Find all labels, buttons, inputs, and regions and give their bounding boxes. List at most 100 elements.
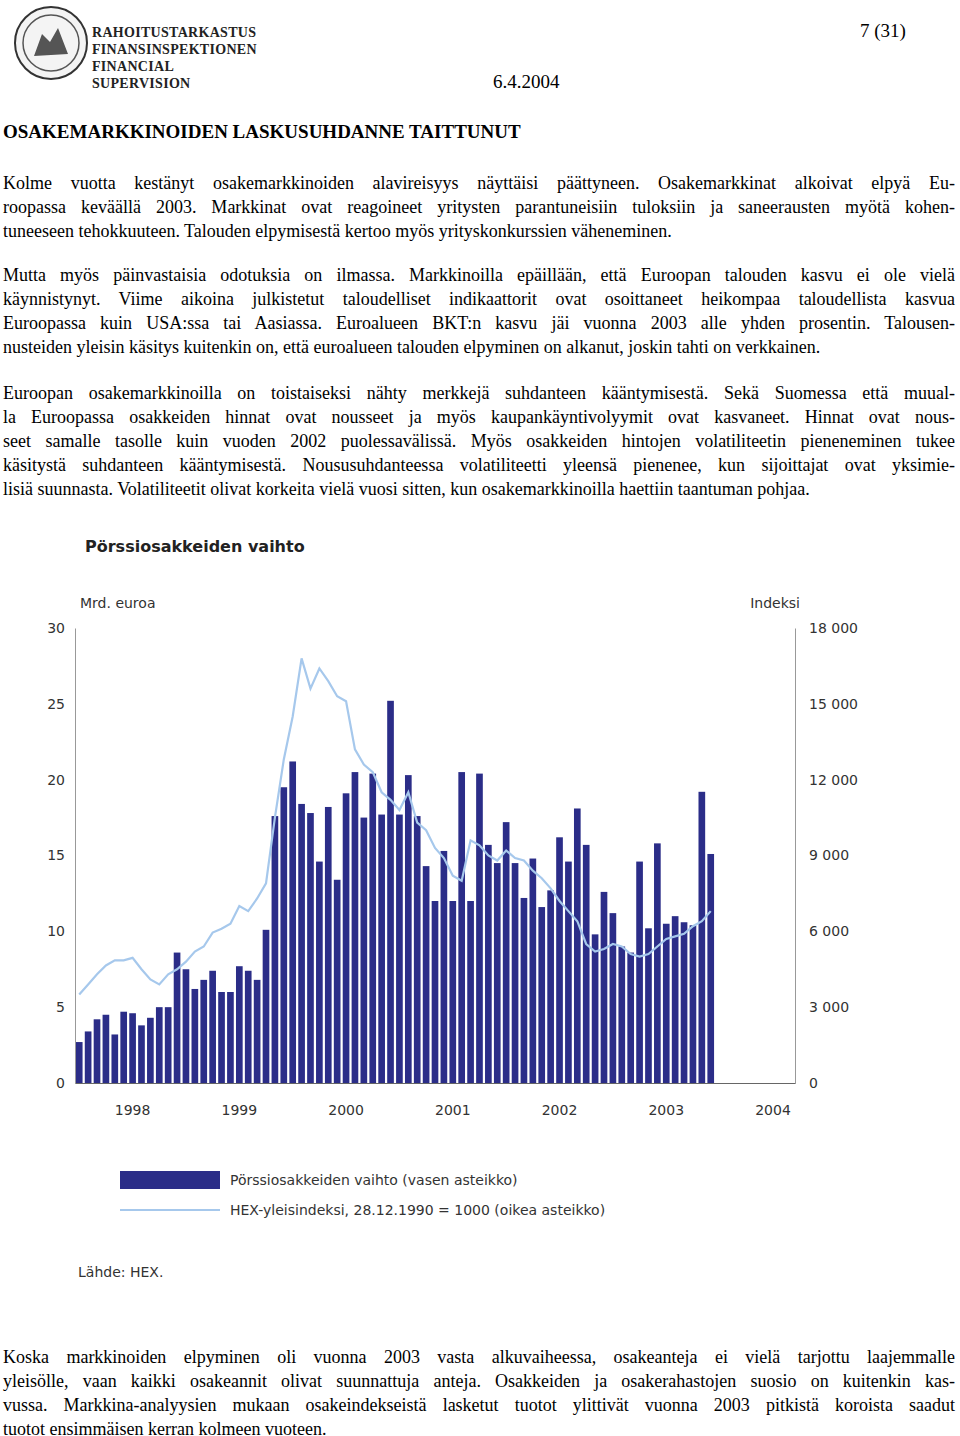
bar [352,772,359,1083]
tick-label: 9 000 [809,847,849,863]
tick-label: 2002 [542,1102,578,1118]
bar [467,901,474,1083]
bar [272,816,279,1083]
bar [120,1012,127,1083]
text-line: seet samalle tasolle kuin vuoden 2002 pu… [3,429,955,453]
tick: 15 [47,847,75,863]
text-line: yleisölle, vaan kaikki osakeannit olivat… [3,1369,955,1393]
bar [369,774,376,1083]
tick: 18 000 [795,620,858,636]
bar [316,862,323,1083]
tick-label: 12 000 [809,772,858,788]
tick: 10 [47,923,75,939]
emblem-ring [15,7,87,79]
bar [663,924,670,1083]
y2-axis: 03 0006 0009 00012 00015 00018 000 [795,620,858,1091]
text-line: Euroopan osakemarkkinoilla on toistaisek… [3,381,955,405]
bar [414,816,421,1083]
tick: 30 [47,620,75,636]
paragraph: Euroopan osakemarkkinoilla on toistaisek… [3,381,955,501]
tick: 5 [56,999,75,1015]
bar [298,804,305,1083]
tick: 9 000 [795,847,849,863]
tick-label: 10 [47,923,65,939]
bar [361,818,368,1083]
logo-text: RAHOITUSTARKASTUS [92,24,272,41]
date: 6.4.2004 [493,71,560,93]
bar [654,843,661,1083]
bar [343,793,350,1083]
bar [209,971,216,1083]
bar [698,792,705,1083]
text-line: Koska markkinoiden elpyminen oli vuonna … [3,1345,955,1369]
tick-label: 30 [47,620,65,636]
bar-series [76,701,714,1083]
text-line: käynnistynyt. Viime aikoina julkistetut … [3,287,955,311]
tick-label: 1998 [115,1102,151,1118]
bar [254,980,261,1083]
logo-text-block: RAHOITUSTARKASTUSFINANSINSPEKTIONENFINAN… [92,24,272,92]
bar [165,1007,172,1083]
tick: 2002 [542,1083,578,1118]
bar [565,862,572,1083]
tick: 0 [56,1075,75,1091]
bar [538,907,545,1083]
bar [289,761,296,1083]
bar [592,934,599,1083]
bar [245,971,252,1083]
bar [111,1034,118,1083]
bar [547,890,554,1083]
bar [690,925,697,1083]
plot-marks [76,658,714,1083]
bar [218,992,225,1083]
tick-label: 0 [809,1075,818,1091]
bar [458,772,465,1083]
x-axis: 1998199920002001200220032004 [76,1083,796,1118]
bar [494,863,501,1083]
text-line: roopassa keväällä 2003. Markkinat ovat r… [3,195,955,219]
y-axis-title: Mrd. euroa [80,595,155,611]
bar [636,862,643,1083]
bar [85,1031,92,1083]
legend-swatch [120,1171,220,1189]
bar [423,866,430,1083]
bar [174,953,181,1083]
bar [334,880,341,1083]
logo-emblem [12,4,90,82]
bar [103,1015,110,1083]
bar [707,854,714,1083]
logo-text: FINANSINSPEKTIONEN [92,41,272,58]
bar [325,807,332,1083]
text-line: Mutta myös päinvastaisia odotuksia on il… [3,263,955,287]
tick-label: 0 [56,1075,65,1091]
bar [138,1025,145,1083]
axis-line [795,629,796,1084]
tick: 3 000 [795,999,849,1015]
text-line: käsitystä suhdanteen kääntymisestä. Nous… [3,453,955,477]
bar [521,898,528,1083]
y-axis: 051015202530 [47,620,75,1091]
tick-label: 15 [47,847,65,863]
bar [129,1013,136,1083]
text-line: nusteiden yleisin käsitys kuitenkin on, … [3,335,955,359]
bar [378,815,385,1083]
y2-axis-title: Indeksi [750,595,800,611]
bar [236,966,243,1083]
bar [94,1019,101,1083]
tick-label: 25 [47,696,65,712]
text-line: vussa. Markkina-analyysien mukaan osakei… [3,1393,955,1417]
bar [200,980,207,1083]
index-line [79,658,711,994]
page-number: 7 (31) [860,20,906,42]
tick-label: 2000 [328,1102,364,1118]
emblem-lion [34,28,68,56]
legend-label: Pörssiosakkeiden vaihto (vasen asteikko) [230,1172,518,1188]
text-line: Kolme vuotta kestänyt osakemarkkinoiden … [3,171,955,195]
tick: 0 [795,1075,818,1091]
tick: 15 000 [795,696,858,712]
bar [556,837,563,1083]
bar [583,845,590,1083]
bar [405,775,412,1083]
bar [503,822,510,1083]
tick: 1998 [115,1083,151,1118]
